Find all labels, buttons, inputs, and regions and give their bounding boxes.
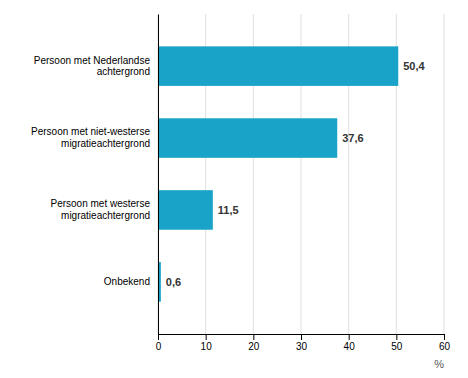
grid-line (444, 14, 445, 334)
y-axis: Onbekend Persoon met westersemigratieacht… (31, 15, 158, 335)
bar (158, 46, 398, 86)
y-tick: Persoon met niet-westersemigratieachterg… (31, 126, 158, 149)
chart-container: 0 10 20 30 40 50 60 Onbekend Persoon met westers… (0, 0, 468, 378)
x-axis-label: % (434, 358, 444, 370)
y-tick: Persoon met westersemigratieachtergrond (51, 198, 159, 221)
data-label: 0,6 (166, 276, 181, 288)
tick-label: Persoon met Nederlandseachtergrond (34, 55, 151, 78)
bar (158, 118, 337, 158)
x-tick: 30 (296, 334, 308, 352)
bars (158, 46, 398, 301)
tick-label: 60 (439, 341, 451, 352)
tick-label: 50 (391, 341, 403, 352)
chart-svg: 0 10 20 30 40 50 60 Onbekend Persoon met westers… (0, 0, 468, 378)
tick-label: Onbekend (104, 276, 150, 287)
axis-domain (158, 15, 159, 335)
tick-label: 20 (248, 341, 260, 352)
tick-label: 30 (296, 341, 308, 352)
tick-mark (349, 334, 350, 340)
tick-mark (253, 334, 254, 340)
tick-label: Persoon met niet-westersemigratieachterg… (31, 126, 150, 149)
x-tick: 0 (156, 334, 162, 352)
data-label: 50,4 (403, 60, 425, 72)
grid (158, 14, 444, 334)
x-tick: 50 (391, 334, 403, 352)
data-label: 11,5 (218, 204, 239, 216)
bar (158, 190, 213, 230)
tick-label: 10 (201, 341, 213, 352)
x-tick: 20 (248, 334, 260, 352)
tick-mark (158, 334, 159, 340)
y-tick: Onbekend (104, 276, 158, 287)
data-label: 37,6 (342, 132, 363, 144)
y-tick: Persoon met Nederlandseachtergrond (34, 55, 158, 78)
tick-mark (206, 334, 207, 340)
x-tick: 60 (439, 334, 451, 352)
grid-line (158, 14, 159, 334)
tick-label: 40 (344, 341, 356, 352)
data-labels: 0,6 11,5 37,6 50,4 (166, 60, 426, 288)
x-tick: 40 (344, 334, 356, 352)
tick-mark (396, 334, 397, 340)
tick-mark (301, 334, 302, 340)
tick-label: 0 (156, 341, 162, 352)
plot-area: 0 10 20 30 40 50 60 Onbekend Persoon met westers… (31, 14, 450, 370)
x-axis: 0 10 20 30 40 50 60 (156, 334, 451, 352)
tick-label: Persoon met westersemigratieachtergrond (51, 198, 151, 221)
axis-domain (159, 335, 445, 341)
x-tick: 10 (201, 334, 213, 352)
tick-mark (444, 334, 445, 340)
